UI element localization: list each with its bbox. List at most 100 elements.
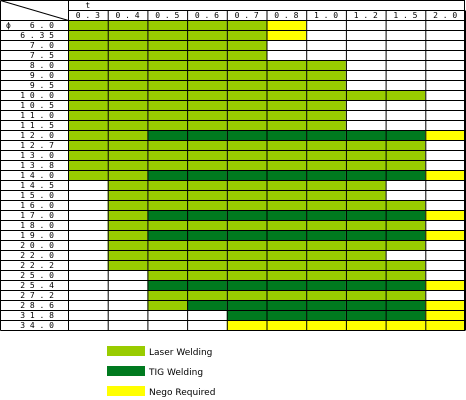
matrix-cell <box>226 280 267 290</box>
matrix-cell <box>266 100 307 110</box>
matrix-cell <box>147 100 188 110</box>
matrix-cell <box>226 140 267 150</box>
diameter-label: 8 . 0 <box>30 61 54 70</box>
matrix-cell <box>68 280 108 290</box>
matrix-cell <box>385 310 426 320</box>
matrix-cell <box>226 60 267 70</box>
matrix-cell <box>306 150 346 160</box>
matrix-cell <box>385 110 426 120</box>
diameter-label: 9 . 5 <box>30 81 54 90</box>
matrix-cell <box>425 50 465 60</box>
diameter-label: 1 3 . 0 <box>20 151 54 160</box>
matrix-cell <box>266 190 307 200</box>
diameter-label: 1 9 . 0 <box>20 231 54 240</box>
matrix-cell <box>385 270 426 280</box>
diameter-label: 2 5 . 4 <box>20 281 54 290</box>
matrix-cell <box>425 200 465 210</box>
grid-lines <box>0 0 466 331</box>
matrix-cell <box>385 200 426 210</box>
matrix-cell <box>266 30 307 40</box>
matrix-cell <box>425 180 465 190</box>
matrix-cell <box>187 60 227 70</box>
matrix-cell <box>385 260 426 270</box>
matrix-cell <box>187 120 227 130</box>
matrix-cell <box>345 240 386 250</box>
matrix-cell <box>226 210 267 220</box>
matrix-cell <box>425 20 465 30</box>
matrix-cell <box>266 40 307 50</box>
thickness-symbol: t <box>85 1 90 10</box>
matrix-cell <box>107 130 148 140</box>
matrix-cell <box>187 180 227 190</box>
matrix-cell <box>306 80 346 90</box>
legend-swatch <box>107 366 145 376</box>
matrix-cell <box>345 90 386 100</box>
matrix-cell <box>107 160 148 170</box>
matrix-cell <box>68 200 108 210</box>
matrix-cell <box>425 220 465 230</box>
diameter-label: 2 7 . 2 <box>20 291 54 300</box>
matrix-cell <box>425 90 465 100</box>
matrix-cell <box>107 120 148 130</box>
matrix-cell <box>345 120 386 130</box>
matrix-cell <box>306 280 346 290</box>
matrix-cell <box>345 310 386 320</box>
matrix-cell <box>306 320 346 330</box>
matrix-cell <box>345 300 386 310</box>
matrix-cell <box>147 200 188 210</box>
diameter-label: 1 0 . 5 <box>20 101 54 110</box>
matrix-cell <box>345 60 386 70</box>
matrix-cell <box>226 160 267 170</box>
matrix-cell <box>107 240 148 250</box>
matrix-cell <box>107 300 148 310</box>
matrix-cell <box>226 120 267 130</box>
diameter-label: 6 . 3 5 <box>20 31 54 40</box>
matrix-cell <box>107 280 148 290</box>
matrix-cell <box>306 190 346 200</box>
matrix-cell <box>68 220 108 230</box>
matrix-cell <box>385 170 426 180</box>
matrix-cell <box>385 70 426 80</box>
matrix-cell <box>68 150 108 160</box>
matrix-cell <box>345 30 386 40</box>
matrix-cell <box>107 110 148 120</box>
matrix-cell <box>306 200 346 210</box>
matrix-cell <box>187 320 227 330</box>
matrix-cell <box>306 220 346 230</box>
matrix-cell <box>385 280 426 290</box>
matrix-cell <box>187 130 227 140</box>
matrix-cell <box>345 80 386 90</box>
matrix-cell <box>266 170 307 180</box>
matrix-cell <box>68 30 108 40</box>
diameter-label: 7 . 0 <box>30 41 54 50</box>
matrix-cell <box>68 70 108 80</box>
diameter-label: 1 0 . 0 <box>20 91 54 100</box>
matrix-cell <box>306 160 346 170</box>
matrix-cell <box>147 30 188 40</box>
matrix-cell <box>345 100 386 110</box>
matrix-cell <box>147 120 188 130</box>
matrix-cell <box>306 230 346 240</box>
matrix-cell <box>187 240 227 250</box>
matrix-cell <box>345 150 386 160</box>
matrix-cell <box>147 260 188 270</box>
matrix-cell <box>226 200 267 210</box>
matrix-cell <box>385 130 426 140</box>
matrix-cell <box>306 240 346 250</box>
matrix-cell <box>147 160 188 170</box>
matrix-cell <box>385 60 426 70</box>
matrix-cell <box>266 120 307 130</box>
matrix-cell <box>425 280 465 290</box>
matrix-cell <box>68 320 108 330</box>
matrix-cell <box>306 210 346 220</box>
welding-matrix-table: t ϕ 0 . 3 0 . 4 0 . 5 0 . 6 0 . 7 0 . 8 1 . 0 1 .… <box>0 0 466 331</box>
matrix-cell <box>147 300 188 310</box>
diameter-label: 9 . 0 <box>30 71 54 80</box>
matrix-cell <box>107 60 148 70</box>
matrix-cell <box>425 110 465 120</box>
matrix-cell <box>68 270 108 280</box>
matrix-cell <box>266 310 307 320</box>
matrix-cell <box>68 250 108 260</box>
matrix-cell <box>226 310 267 320</box>
matrix-cell <box>226 230 267 240</box>
